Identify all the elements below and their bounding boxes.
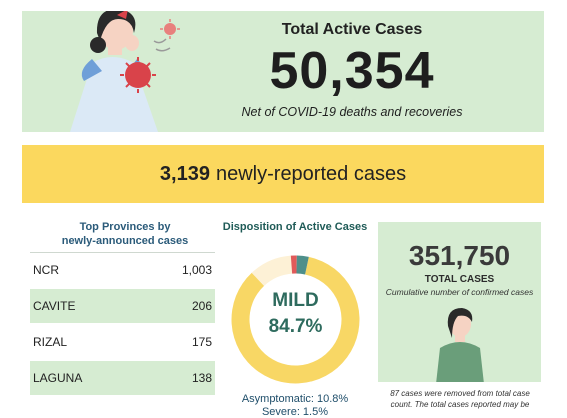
province-value: 1,003 (181, 263, 212, 277)
total-cases-value: 351,750 (408, 240, 511, 271)
provinces-title-line2: newly-announced cases (61, 235, 189, 247)
total-cases-caption: Cumulative number of confirmed cases (385, 287, 534, 297)
donut-segment-asymptomatic (251, 255, 293, 286)
donut-center-value: 84.7% (269, 316, 323, 337)
person-illustration (436, 308, 484, 382)
provinces-title: Top Provinces by newly-announced cases (30, 220, 220, 248)
new-cases-label: newly-reported cases (215, 162, 407, 185)
provinces-title-line1: Top Provinces by (79, 221, 171, 233)
active-cases-subtitle: Net of COVID-19 deaths and recoveries (241, 105, 463, 119)
province-row-laguna: LAGUNA 138 (30, 361, 215, 395)
donut-segment-critical (296, 255, 309, 275)
province-name: LAGUNA (33, 371, 83, 385)
province-name: RIZAL (33, 335, 68, 349)
asymptomatic-label: Asymptomatic: 10.8% (241, 393, 349, 405)
province-value: 138 (191, 371, 212, 385)
donut-segment-severe (290, 255, 297, 274)
new-cases-strip: 3,139 newly-reported cases (22, 145, 544, 203)
provinces-divider (30, 252, 215, 253)
province-row-ncr: NCR 1,003 (30, 253, 215, 287)
removed-note-line1: 87 cases were removed from total case (390, 389, 530, 398)
disposition-title: Disposition of Active Cases (222, 221, 368, 233)
donut-center-label: MILD (272, 290, 318, 311)
severe-label: Severe: 1.5% (261, 406, 329, 418)
total-cases-label: TOTAL CASES (424, 274, 495, 285)
province-name: NCR (33, 263, 59, 277)
disposition-donut: MILD 84.7% (231, 255, 360, 384)
active-cases-banner: Total Active Cases 50,354 Net of COVID-1… (22, 11, 544, 132)
removed-cases-note: 87 cases were removed from total case co… (380, 388, 540, 410)
new-cases-count: 3,139 (159, 162, 210, 185)
province-name: CAVITE (33, 299, 76, 313)
total-cases-panel: 351,750 TOTAL CASES Cumulative number of… (378, 222, 541, 382)
active-cases-title: Total Active Cases (281, 21, 423, 38)
active-cases-value: 50,354 (269, 42, 435, 100)
removed-note-line2: count. The total cases reported may be (390, 400, 530, 409)
province-row-rizal: RIZAL 175 (30, 325, 215, 359)
province-row-cavite: CAVITE 206 (30, 289, 215, 323)
sick-woman-illustration (70, 11, 180, 132)
province-value: 206 (191, 299, 212, 313)
province-value: 175 (191, 335, 212, 349)
